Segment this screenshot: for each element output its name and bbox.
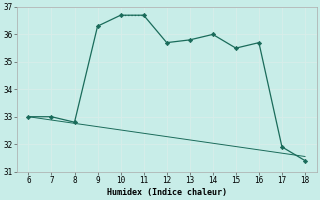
X-axis label: Humidex (Indice chaleur): Humidex (Indice chaleur) xyxy=(107,188,227,197)
